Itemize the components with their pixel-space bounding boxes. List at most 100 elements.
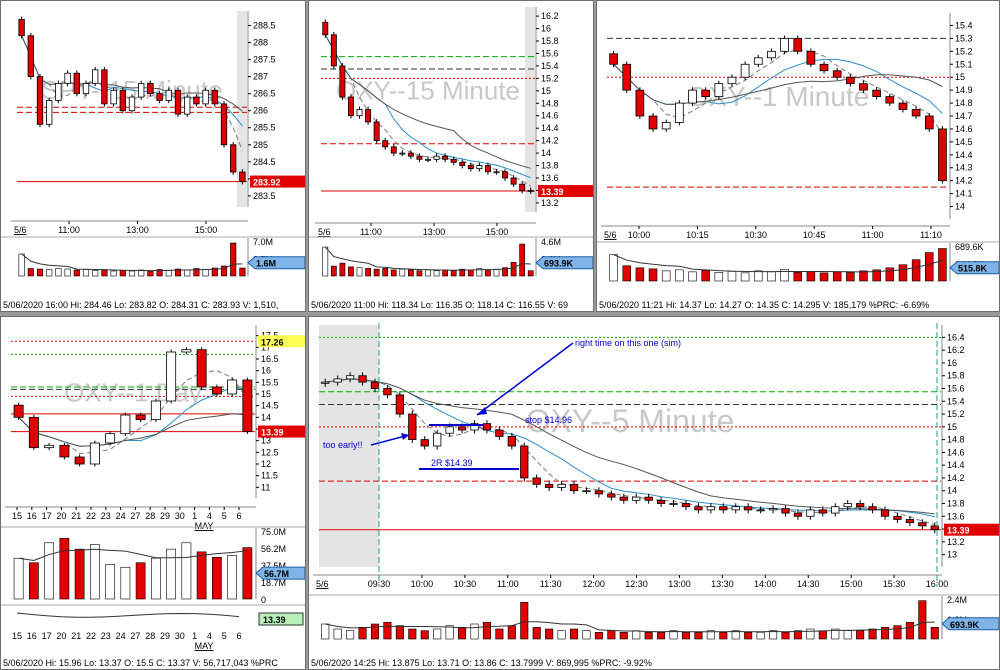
y-tick-label: 12.5 — [261, 447, 279, 457]
volume-bar-19 — [557, 630, 566, 640]
y-tick-label: 14.6 — [541, 111, 559, 121]
x-tick-label: 12:00 — [582, 579, 605, 589]
osc-x-tick-label: 16 — [27, 631, 37, 641]
volume-bar-17 — [467, 269, 474, 277]
volume-bar-10 — [740, 272, 750, 282]
candle-7 — [382, 140, 389, 148]
candle-1 — [27, 35, 34, 78]
candle-21 — [885, 96, 895, 104]
volume-bar-1 — [27, 268, 34, 277]
y-tick-label: 14.8 — [541, 98, 559, 108]
volume-bar-21 — [885, 267, 895, 282]
volume-bar-4 — [74, 548, 85, 600]
volume-bar-15 — [450, 270, 457, 277]
candle-2 — [339, 65, 346, 98]
candle-9 — [150, 400, 161, 421]
candle-8 — [714, 83, 724, 97]
volume-bar-2 — [339, 262, 346, 277]
osc-x-tick-label: 4 — [207, 631, 212, 641]
y-tick-label: 16.4 — [947, 332, 965, 342]
candle-7 — [82, 83, 90, 95]
volume-bar-26 — [644, 632, 653, 640]
y-tick-label: 285 — [253, 140, 268, 150]
annotation-right-time: right time on this one (sim) — [575, 338, 681, 348]
panel-oxy-15-minute[interactable]: OXY--15 Minute 16.2 16 15.8 15.6 15.4 15.2 15 14… — [308, 0, 594, 312]
candle-4 — [74, 456, 85, 465]
y-tick-label: 286 — [253, 106, 268, 116]
volume-bar-24 — [619, 632, 628, 640]
volume-bar-2 — [346, 630, 355, 640]
candle-29 — [681, 503, 691, 508]
volume-last-box — [949, 261, 999, 275]
candle-18 — [845, 76, 855, 85]
volume-bar-4 — [55, 268, 62, 277]
chart-spy-15: SPY--15 Minute288.5288287.5287286.528628… — [1, 11, 305, 277]
panel-spy-15-minute[interactable]: SPY--15 Minute 288.5 288 287.5 287 286.5 286 28… — [0, 0, 306, 312]
volume-last-box — [535, 256, 593, 270]
candle-46 — [893, 515, 902, 520]
candle-9 — [433, 432, 442, 447]
candle-0 — [13, 404, 24, 418]
volume-bar-11 — [119, 270, 126, 277]
osc-x-tick-label: 21 — [71, 631, 81, 641]
y-tick-label: 13.8 — [947, 499, 965, 509]
volume-last-label: 693.9K — [950, 620, 980, 630]
candle-43 — [856, 503, 865, 508]
candle-44 — [868, 506, 877, 511]
volume-bar-7 — [82, 269, 90, 277]
status-oxy-1: 5/06/2020 11:21 Hi: 14.37 Lo: 14.27 O: 1… — [599, 300, 930, 310]
volume-bar-16 — [165, 270, 172, 277]
last-price-label: 13.39 — [541, 187, 564, 197]
x-tick-label: 11:00 — [360, 227, 382, 237]
volume-bar-9 — [151, 557, 161, 600]
candle-7 — [120, 414, 131, 435]
volume-bar-42 — [843, 630, 852, 640]
ma-dashed — [18, 370, 248, 455]
candle-3 — [648, 115, 658, 130]
x-tick-label: 11:00 — [58, 225, 80, 235]
candle-11 — [416, 155, 423, 160]
volume-bar-11 — [181, 542, 192, 600]
x-tick-label: 15:00 — [195, 225, 218, 235]
volume-bar-16 — [459, 268, 466, 277]
y-tick-label: 14.6 — [947, 447, 965, 457]
x-tick-label: 13:00 — [668, 579, 691, 589]
panel-oxy-1-minute[interactable]: OXY--1 Minute 15.4 15.3 15.2 15.1 15 14.9 14.8 1… — [596, 0, 1000, 312]
annotation-too-early: too early!! — [323, 440, 363, 450]
volume-bar-35 — [756, 632, 765, 640]
volume-bar-17 — [832, 271, 842, 282]
panel-oxy-5-minute[interactable]: OXY--5 Minute 16.4 16.2 16 15.8 15.6 15.4 15.2 1… — [308, 316, 1000, 670]
volume-last-label: 693.9K — [544, 259, 574, 269]
volume-bar-12 — [425, 269, 431, 277]
candle-39 — [806, 509, 815, 517]
volume-bar-40 — [818, 630, 827, 640]
candle-23 — [230, 144, 237, 173]
candle-23 — [607, 493, 616, 498]
x-tick-label: 15:00 — [840, 579, 863, 589]
volume-bar-2 — [44, 542, 54, 600]
osc-x-tick-label: 24 — [116, 631, 126, 641]
volume-tick-label: 7.0M — [253, 237, 273, 247]
candle-8 — [420, 439, 429, 447]
candle-18 — [545, 483, 554, 488]
volume-bar-20 — [493, 268, 500, 277]
panel-oxy-daily[interactable]: OXY--1 Day17.51716.51615.51514.51413.513… — [0, 316, 306, 670]
x-tick-label: 23 — [101, 511, 111, 521]
volume-bar-5 — [90, 544, 100, 600]
y-tick-label: 287.5 — [253, 55, 276, 65]
volume-bar-11 — [754, 270, 763, 282]
volume-bar-10 — [110, 270, 117, 277]
chart-oxy-1: OXY--1 Minute 15.4 15.3 15.2 15.1 15 14.9 14.8 1… — [597, 13, 999, 282]
volume-tick-label: 4.6M — [541, 237, 561, 247]
y-tick-label: 15.4 — [955, 20, 973, 30]
osc-x-tick-label: 20 — [56, 631, 66, 641]
y-tick-label: 15 — [261, 389, 271, 399]
y-tick-label: 16 — [947, 358, 957, 368]
candle-11 — [753, 57, 763, 65]
volume-bar-3 — [648, 268, 658, 282]
status-oxy-15: 5/06/2020 11:00 Hi: 118.34 Lo: 116.35 O:… — [311, 300, 569, 310]
candle-18 — [476, 165, 483, 170]
volume-bar-33 — [731, 630, 740, 640]
volume-bar-8 — [92, 270, 99, 277]
candle-10 — [445, 426, 454, 434]
